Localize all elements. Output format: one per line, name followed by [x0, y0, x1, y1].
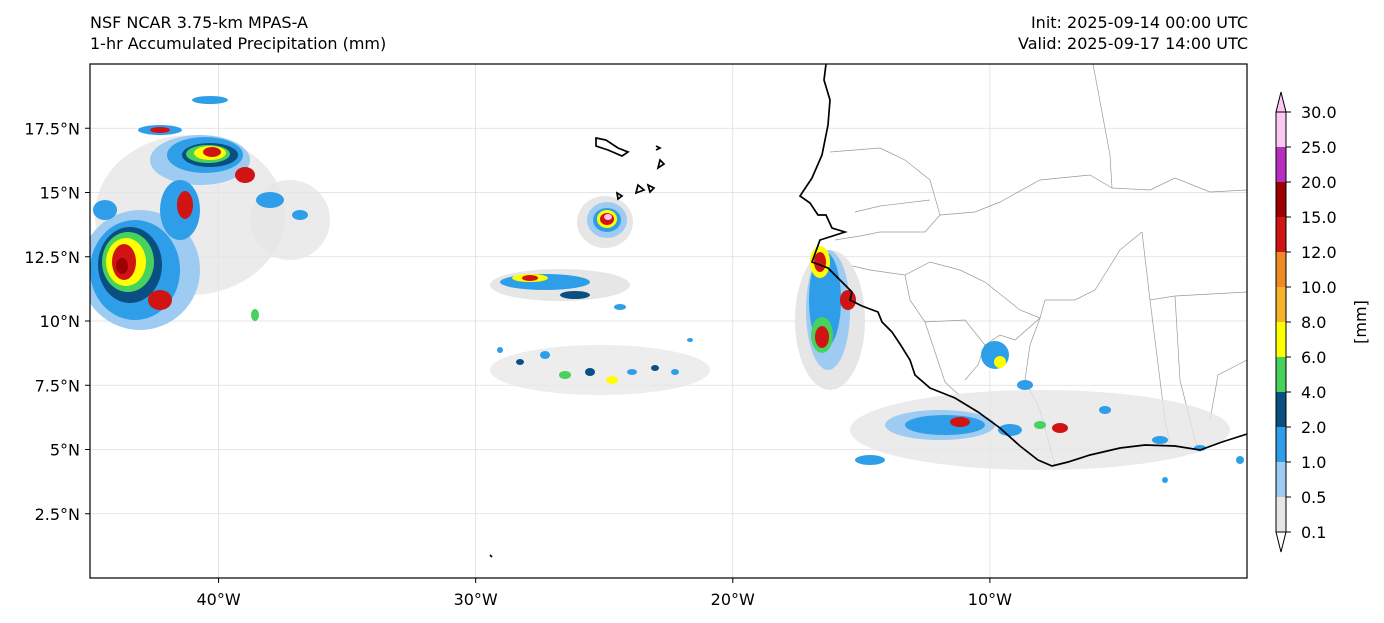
- colorbar-tick-label: 20.0: [1301, 173, 1337, 192]
- colorbar-extend-min: [1275, 531, 1287, 553]
- model-name: NSF NCAR 3.75-km MPAS-A: [90, 13, 308, 32]
- tick-label-lon: 10°W: [968, 590, 1012, 609]
- colorbar-tick-label: 15.0: [1301, 208, 1337, 227]
- colorbar-tick-label: 2.0: [1301, 418, 1326, 437]
- tick-label-lon: 30°W: [454, 590, 498, 609]
- tick-label-lat: 7.5°N: [35, 376, 80, 395]
- colorbar-segment: [1276, 497, 1286, 532]
- coastline: [489, 64, 1247, 558]
- gridlines: [90, 64, 1247, 578]
- colorbar: 0.1 0.5 1.0 2.0 4.0 6.0 8.0 10.0 12.0 15.0 20.0 25.…: [1275, 91, 1370, 553]
- colorbar-tick-label: 4.0: [1301, 383, 1326, 402]
- colorbar-tick-label: 25.0: [1301, 138, 1337, 157]
- colorbar-extend-max: [1275, 91, 1287, 113]
- colorbar-segment: [1276, 252, 1286, 287]
- colorbar-segment: [1276, 112, 1286, 147]
- init-time: Init: 2025-09-14 00:00 UTC: [1030, 13, 1248, 32]
- title-left: NSF NCAR 3.75-km MPAS-A 1-hr Accumulated…: [90, 12, 386, 54]
- field-name: 1-hr Accumulated Precipitation (mm): [90, 34, 387, 53]
- colorbar-tick-label: 1.0: [1301, 453, 1326, 472]
- colorbar-segment: [1276, 217, 1286, 252]
- tick-label-lat: 10°N: [40, 312, 80, 331]
- precip-nw-region: [90, 96, 330, 330]
- colorbar-segment: [1276, 427, 1286, 462]
- colorbar-unit-label: [mm]: [1351, 300, 1370, 344]
- tick-label-lon: 20°W: [711, 590, 755, 609]
- tick-label-lat: 5°N: [50, 441, 80, 460]
- tick-label-lat: 12.5°N: [24, 248, 80, 267]
- colorbar-tick-label: 6.0: [1301, 348, 1326, 367]
- colorbar-tick-label: 0.1: [1301, 523, 1326, 542]
- precip-guinea-coast: [795, 246, 865, 390]
- map-content: [90, 64, 1247, 558]
- colorbar-segment: [1276, 322, 1286, 357]
- precip-cape-verde: [577, 196, 633, 248]
- precipitation-field: [90, 96, 1244, 483]
- precip-band-north: [490, 269, 630, 310]
- colorbar-segment: [1276, 357, 1286, 392]
- tick-label-lat: 2.5°N: [35, 505, 80, 524]
- tick-label-lat: 15°N: [40, 184, 80, 203]
- tick-label-lon: 40°W: [196, 590, 240, 609]
- colorbar-segment: [1276, 147, 1286, 182]
- axis-ticks: 40°W 30°W 20°W 10°W 2.5°N 5°N 7.5°N 10°N 12.5°N 1…: [24, 119, 1012, 609]
- valid-time: Valid: 2025-09-17 14:00 UTC: [1017, 34, 1248, 53]
- precip-west-africa-south: [850, 341, 1244, 483]
- title-right: Init: 2025-09-14 00:00 UTC Valid: 2025-0…: [1018, 12, 1248, 54]
- colorbar-segment: [1276, 462, 1286, 497]
- colorbar-tick-label: 30.0: [1301, 103, 1337, 122]
- precip-band-south: [490, 338, 710, 395]
- colorbar-segment: [1276, 182, 1286, 217]
- colorbar-segment: [1276, 392, 1286, 427]
- colorbar-segment: [1276, 287, 1286, 322]
- colorbar-tick-label: 10.0: [1301, 278, 1337, 297]
- tick-label-lat: 17.5°N: [24, 119, 80, 138]
- colorbar-tick-label: 0.5: [1301, 488, 1326, 507]
- colorbar-tick-label: 12.0: [1301, 243, 1337, 262]
- colorbar-tick-label: 8.0: [1301, 313, 1326, 332]
